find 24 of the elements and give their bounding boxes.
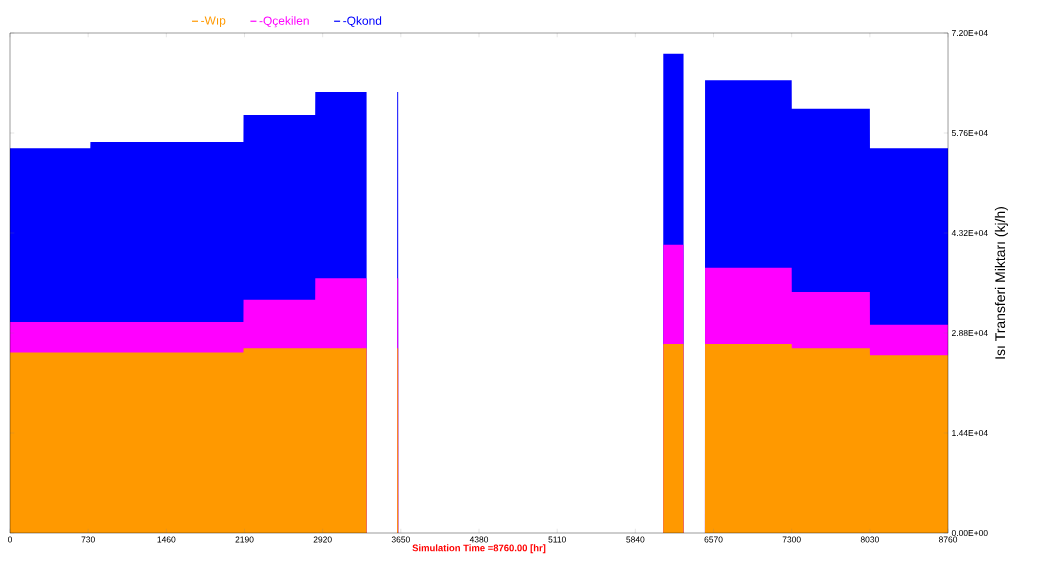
x-tick-label: 2190	[235, 536, 254, 543]
x-tick-label: 730	[81, 536, 95, 543]
x-tick-label: 8030	[860, 536, 879, 543]
x-tick-label: 1460	[157, 536, 176, 543]
y-tick-label: 0.00E+00	[951, 530, 988, 536]
x-axis-title: Simulation Time =8760.00 [hr]	[412, 544, 546, 554]
y-axis-title: Isı Transferi Miktarı (kj/h)	[994, 207, 1008, 359]
x-tick-label: 5840	[626, 536, 645, 543]
y-tick-label: 5.76E+04	[951, 130, 988, 136]
y-tick-label: 2.88E+04	[951, 330, 988, 336]
legend-label: -Qkond	[343, 16, 382, 28]
x-tick-label: 7300	[782, 536, 801, 543]
x-tick-label: 2920	[313, 536, 332, 543]
x-tick-label: 8760	[938, 536, 958, 543]
y-tick-label: 7.20E+04	[951, 30, 988, 36]
x-tick-label: 0	[7, 536, 13, 543]
legend-label: -Qçekilen	[259, 16, 309, 28]
y-tick-label: 4.32E+04	[951, 230, 988, 236]
x-tick-label: 4380	[469, 536, 489, 543]
x-tick-label: 5110	[548, 536, 566, 543]
legend-label: -Wıp	[201, 16, 226, 28]
x-tick-label: 3650	[391, 536, 410, 543]
y-tick-label: 1.44E+04	[952, 430, 988, 436]
x-tick-label: 6570	[704, 536, 723, 543]
